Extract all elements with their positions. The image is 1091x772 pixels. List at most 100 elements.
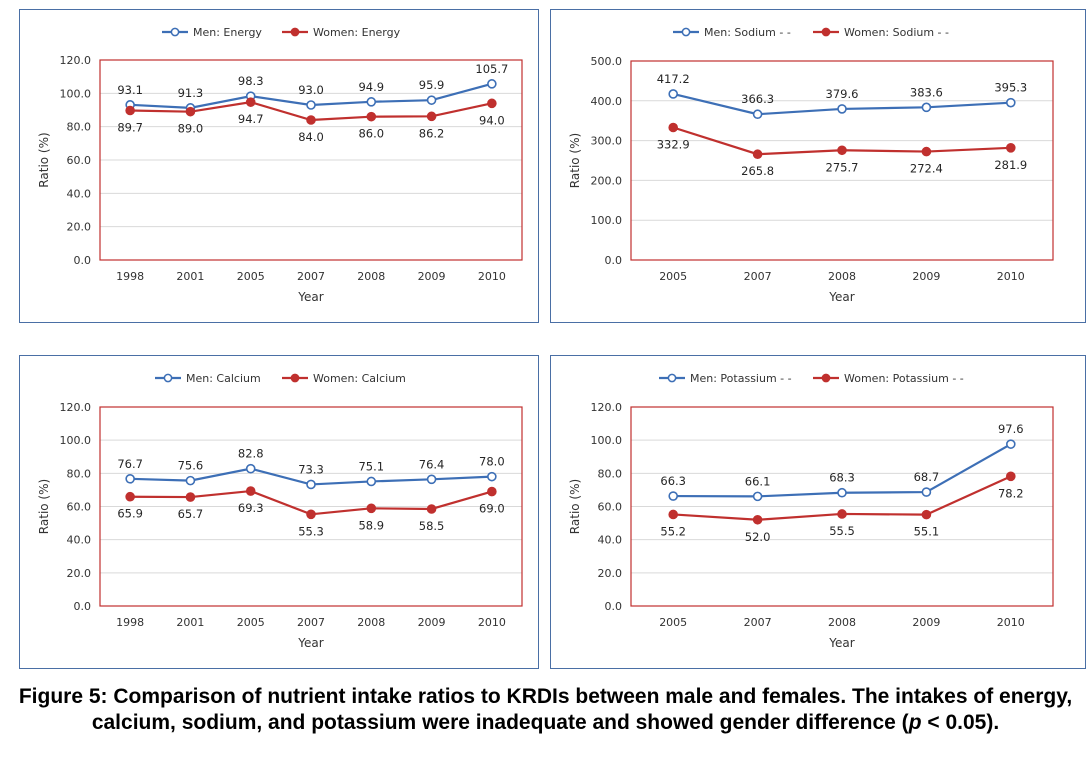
calcium-point-men <box>306 479 316 490</box>
calcium-point-men <box>245 463 256 474</box>
energy-data-label-men: 91.3 <box>178 86 204 100</box>
potassium-chart-panel: 0.0 20.0 40.0 60.0 80.0 100.0 120.0 2005 2007 200… <box>550 355 1086 669</box>
energy-x-axis-title: Year <box>297 290 323 304</box>
calcium-data-label-men: 75.6 <box>178 459 204 473</box>
sodium-y-tick-label: 100.0 <box>591 214 623 227</box>
potassium-y-tick-label: 20.0 <box>598 567 623 580</box>
calcium-point-women <box>245 486 256 496</box>
sodium-legend-label-women: Women: Sodium - - <box>844 26 949 39</box>
calcium-point-women <box>426 504 437 514</box>
potassium-data-label-men: 66.3 <box>660 474 686 488</box>
energy-point-men <box>487 79 497 89</box>
calcium-y-tick-label: 0.0 <box>74 600 92 613</box>
potassium-point-men <box>1005 439 1016 449</box>
potassium-y-tick-label: 60.0 <box>598 501 623 514</box>
potassium-point-men <box>752 491 763 502</box>
potassium-data-label-women: 55.2 <box>660 524 686 538</box>
energy-data-label-men: 105.7 <box>475 62 508 76</box>
sodium-legend-label-men: Men: Sodium - - <box>704 26 791 39</box>
energy-point-men <box>426 95 437 105</box>
calcium-plot-area <box>99 406 523 607</box>
calcium-point-men <box>487 471 497 482</box>
calcium-x-tick-label: 2008 <box>357 616 385 629</box>
calcium-data-label-women: 69.3 <box>238 501 264 515</box>
potassium-point-women <box>837 509 847 519</box>
energy-y-tick-label: 0.0 <box>74 254 92 267</box>
potassium-x-tick-label: 2010 <box>997 616 1025 629</box>
calcium-point-women <box>487 486 497 497</box>
sodium-point-women <box>752 149 763 160</box>
energy-point-women <box>366 111 377 122</box>
potassium-plot-area <box>630 406 1054 607</box>
energy-y-tick-label: 60.0 <box>67 154 92 167</box>
energy-data-label-men: 93.1 <box>117 83 143 97</box>
energy-point-men <box>306 100 316 110</box>
potassium-y-tick-label: 0.0 <box>605 600 623 613</box>
calcium-x-tick-label: 2009 <box>418 616 446 629</box>
energy-x-tick-label: 1998 <box>116 270 144 283</box>
energy-legend-label-women: Women: Energy <box>313 26 401 39</box>
potassium-point-men <box>668 491 678 501</box>
potassium-data-label-men: 68.3 <box>829 471 855 485</box>
calcium-x-tick-label: 2010 <box>478 616 506 629</box>
sodium-y-tick-label: 200.0 <box>591 174 623 187</box>
sodium-point-women <box>921 146 932 157</box>
sodium-point-men <box>837 104 847 114</box>
potassium-y-tick-label: 40.0 <box>598 534 623 547</box>
caption-text: Figure 5: Comparison of nutrient intake … <box>18 685 1073 734</box>
calcium-y-tick-label: 100.0 <box>60 434 92 447</box>
energy-x-tick-label: 2001 <box>176 270 204 283</box>
sodium-data-label-women: 265.8 <box>741 164 774 178</box>
energy-legend-marker-women <box>290 27 300 37</box>
sodium-plot-area <box>630 60 1054 261</box>
energy-point-women <box>185 106 196 117</box>
calcium-y-tick-label: 60.0 <box>67 501 92 514</box>
calcium-data-label-women: 58.9 <box>358 518 384 532</box>
calcium-y-tick-label: 80.0 <box>67 467 92 480</box>
calcium-x-tick-label: 2005 <box>237 616 265 629</box>
sodium-data-label-women: 275.7 <box>826 160 859 174</box>
sodium-data-label-men: 417.2 <box>657 72 690 86</box>
caption-p-symbol: p <box>908 711 922 734</box>
sodium-y-tick-label: 300.0 <box>591 135 623 148</box>
energy-x-tick-label: 2008 <box>357 270 385 283</box>
potassium-data-label-women: 78.2 <box>998 486 1024 500</box>
potassium-y-tick-label: 80.0 <box>598 467 623 480</box>
sodium-point-women <box>1005 143 1016 153</box>
calcium-point-women <box>125 491 135 502</box>
calcium-data-label-men: 76.4 <box>419 457 445 471</box>
energy-plot-area <box>99 59 523 261</box>
energy-data-label-women: 89.0 <box>178 122 204 136</box>
energy-data-label-women: 89.7 <box>117 121 143 135</box>
potassium-chart: 0.0 20.0 40.0 60.0 80.0 100.0 120.0 2005 2007 200… <box>568 372 1054 650</box>
potassium-point-women <box>752 514 763 525</box>
sodium-point-men <box>1005 97 1016 108</box>
calcium-y-tick-label: 120.0 <box>60 401 92 414</box>
sodium-y-axis-title: Ratio (%) <box>568 133 582 188</box>
potassium-y-axis-title: Ratio (%) <box>568 479 582 534</box>
energy-point-women <box>245 97 256 107</box>
potassium-data-label-women: 55.5 <box>829 524 855 538</box>
sodium-point-women <box>668 122 678 133</box>
sodium-x-tick-label: 2009 <box>912 270 940 283</box>
energy-data-label-women: 94.7 <box>238 112 264 126</box>
calcium-x-axis-title: Year <box>297 636 323 650</box>
sodium-x-tick-label: 2005 <box>659 270 687 283</box>
calcium-legend-marker-men <box>163 373 173 383</box>
energy-legend-label-men: Men: Energy <box>193 26 262 39</box>
potassium-point-women <box>921 509 932 520</box>
sodium-x-axis-title: Year <box>828 290 854 304</box>
sodium-data-label-men: 366.3 <box>741 92 774 106</box>
sodium-y-tick-label: 400.0 <box>591 95 623 108</box>
sodium-y-tick-label: 0.0 <box>605 254 623 267</box>
calcium-point-women <box>366 503 377 514</box>
calcium-legend-marker-women <box>290 373 300 383</box>
energy-legend-marker-men <box>170 27 180 37</box>
energy-y-tick-label: 80.0 <box>67 121 92 134</box>
calcium-data-label-men: 75.1 <box>358 459 384 473</box>
energy-x-tick-label: 2010 <box>478 270 506 283</box>
energy-data-label-women: 94.0 <box>479 113 505 127</box>
energy-y-tick-label: 40.0 <box>67 187 92 200</box>
potassium-x-tick-label: 2008 <box>828 616 856 629</box>
energy-data-label-women: 86.0 <box>358 127 384 141</box>
